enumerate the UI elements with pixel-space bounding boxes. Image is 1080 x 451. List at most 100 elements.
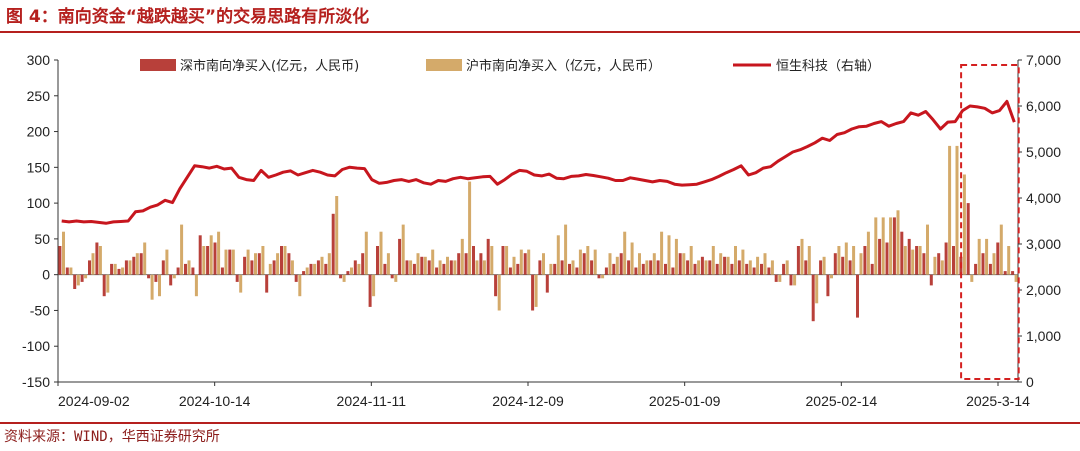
bar-shanghai: [815, 274, 819, 304]
bar-shenzhen: [723, 256, 727, 275]
bar-shanghai: [350, 267, 353, 275]
bar-shenzhen: [715, 263, 719, 275]
bar-shanghai: [903, 246, 907, 275]
bar-shenzhen: [671, 267, 675, 275]
bar-shenzhen: [811, 274, 815, 322]
legend-label-hstech: 恒生科技（右轴）: [776, 59, 880, 74]
bar-shanghai: [940, 260, 944, 275]
bar-shanghai: [231, 249, 235, 275]
bar-shanghai: [608, 253, 612, 275]
x-tick-label: 2024-12-09: [492, 393, 564, 409]
bar-shanghai: [889, 217, 893, 275]
bar-shenzhen: [678, 253, 682, 275]
bar-shanghai: [475, 260, 479, 275]
bar-shenzhen: [80, 274, 84, 282]
figure-title: 图 4：南向资金“越跌越买”的交易思路有所淡化: [6, 7, 370, 27]
left-tick-label: 150: [27, 159, 51, 175]
bar-shanghai: [135, 253, 139, 275]
bar-shanghai: [638, 253, 641, 275]
bar-shenzhen: [1011, 271, 1015, 275]
bar-shanghai: [1014, 274, 1018, 282]
bar-shenzhen: [316, 260, 320, 275]
bar-shanghai: [542, 253, 545, 275]
bar-shanghai: [785, 260, 789, 275]
bar-shanghai: [778, 274, 782, 282]
bar-shenzhen: [752, 267, 756, 275]
bar-shenzhen: [767, 267, 771, 275]
bar-shenzhen: [582, 253, 586, 275]
bar-shanghai: [948, 145, 952, 275]
bar-shanghai: [313, 263, 317, 275]
bar-shanghai: [918, 246, 922, 275]
bar-shenzhen: [398, 238, 402, 275]
bar-shanghai: [327, 253, 331, 275]
bar-shenzhen: [339, 274, 343, 279]
bar-shanghai: [527, 249, 531, 275]
source-note: 资料来源：WIND，华西证券研究所: [4, 429, 220, 445]
right-tick-label: 2,000: [1026, 282, 1061, 298]
bar-shanghai: [822, 256, 826, 275]
left-tick-label: 300: [27, 52, 51, 68]
right-tick-label: 3,000: [1026, 236, 1061, 252]
bar-shenzhen: [206, 246, 210, 275]
bar-shanghai: [874, 217, 878, 275]
bar-shanghai: [674, 238, 678, 275]
bar-shenzhen: [745, 263, 749, 275]
bar-shenzhen: [213, 242, 217, 275]
bar-shenzhen: [966, 203, 970, 275]
bar-shanghai: [962, 174, 966, 275]
left-tick-label: 200: [27, 124, 51, 140]
bar-shenzhen: [376, 246, 379, 275]
bar-shenzhen: [804, 260, 808, 275]
bar-shenzhen: [656, 260, 660, 275]
bar-shenzhen: [560, 260, 564, 275]
right-tick-label: 1,000: [1026, 328, 1061, 344]
bar-shenzhen: [88, 260, 91, 275]
bar-shanghai: [490, 246, 494, 275]
bar-shenzhen: [863, 246, 867, 275]
x-tick-label: 2025-02-14: [806, 393, 878, 409]
bar-shenzhen: [760, 263, 763, 275]
bar-shenzhen: [856, 274, 859, 318]
bar-shenzhen: [944, 242, 948, 275]
bar-shenzhen: [627, 260, 631, 275]
bar-shenzhen: [184, 263, 187, 275]
x-tick-label: 2024-11-11: [337, 393, 407, 409]
axes: -150 -100 -50 0 50 100 150 200 250 300 0 1,000 2,000…: [22, 52, 1061, 409]
bar-shenzhen: [383, 263, 387, 275]
right-tick-label: 6,000: [1026, 98, 1061, 114]
bar-shenzhen: [508, 267, 512, 275]
bar-shanghai: [601, 274, 605, 279]
bar-shanghai: [926, 224, 929, 275]
bar-shanghai: [697, 260, 701, 275]
bar-shanghai: [741, 249, 745, 275]
hstech-line-layer: [61, 99, 1016, 225]
bar-shenzhen: [612, 263, 616, 275]
bar-shenzhen: [649, 260, 653, 275]
legend-swatch-shenzhen: [140, 59, 176, 71]
bar-shanghai: [143, 242, 147, 275]
bar-shenzhen: [878, 238, 882, 275]
bar-shenzhen: [420, 256, 424, 275]
bar-shanghai: [261, 246, 265, 275]
bar-shenzhen: [937, 253, 941, 275]
bar-shenzhen: [427, 260, 431, 275]
bar-shanghai: [364, 231, 368, 275]
bar-shanghai: [113, 263, 117, 275]
bar-shanghai: [985, 238, 989, 275]
bar-shanghai: [342, 274, 346, 282]
bar-shenzhen: [280, 246, 283, 275]
bar-shanghai: [623, 231, 627, 275]
bar-shenzhen: [531, 274, 535, 311]
bar-shanghai: [593, 249, 597, 275]
bar-shanghai: [482, 260, 486, 275]
bar-shenzhen: [870, 263, 874, 275]
bar-shanghai: [630, 242, 634, 275]
bar-shanghai: [276, 253, 280, 275]
bar-shenzhen: [405, 260, 409, 275]
bar-shanghai: [357, 263, 361, 275]
bar-shenzhen: [110, 263, 114, 275]
bar-shanghai: [1007, 246, 1011, 275]
bar-shenzhen: [220, 267, 224, 275]
bar-shenzhen: [147, 274, 151, 279]
